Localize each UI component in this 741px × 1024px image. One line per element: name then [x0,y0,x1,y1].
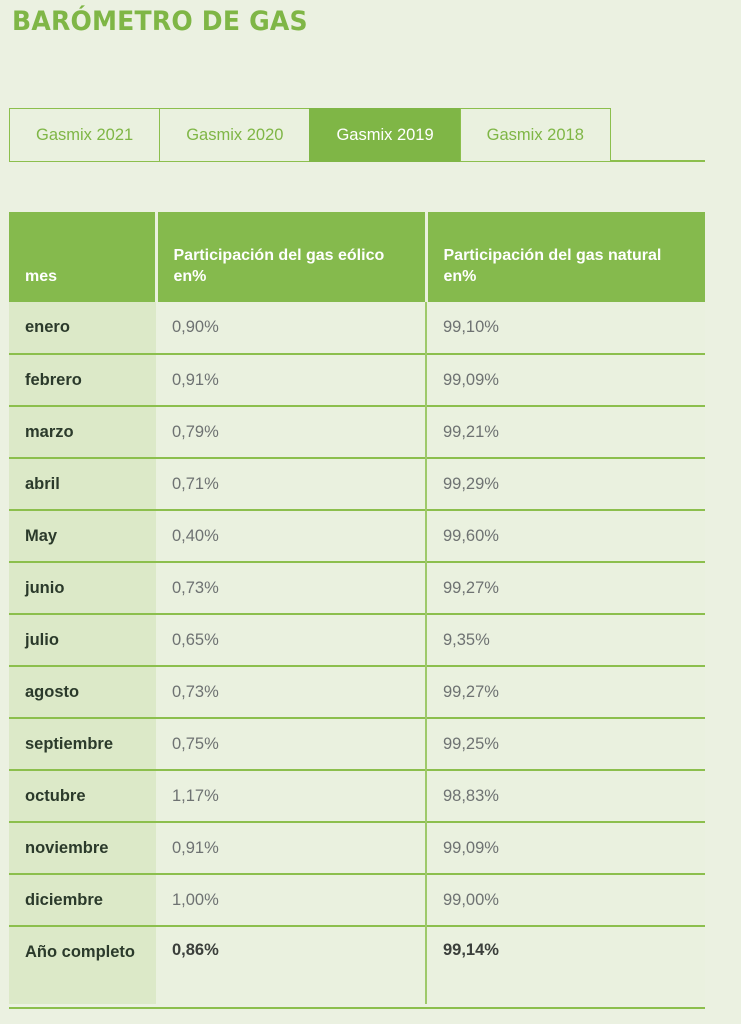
cell-wind-share: 0,65% [156,613,427,666]
cell-wind-share: 1,00% [156,873,427,926]
cell-wind-share: 0,71% [156,457,427,510]
cell-month: octubre [9,769,156,822]
tab-label: Gasmix 2020 [186,125,284,144]
cell-natural-share: 99,27% [426,665,705,718]
table-row: agosto 0,73% 99,27% [9,665,705,718]
table-header: mes Participación del gas eólico en% Par… [9,212,705,302]
cell-month: May [9,509,156,562]
tab-gasmix-2019[interactable]: Gasmix 2019 [309,108,460,162]
cell-month: marzo [9,405,156,458]
table-row: marzo 0,79% 99,21% [9,405,705,458]
cell-month: agosto [9,665,156,718]
cell-wind-share: 0,40% [156,509,427,562]
cell-wind-share: 1,17% [156,769,427,822]
cell-month: noviembre [9,821,156,874]
cell-wind-share: 0,79% [156,405,427,458]
gasmix-table: mes Participación del gas eólico en% Par… [9,212,705,1004]
tab-gasmix-2021[interactable]: Gasmix 2021 [9,108,160,162]
cell-wind-share: 0,90% [156,302,427,354]
table-row: julio 0,65% 9,35% [9,613,705,666]
tab-gasmix-2020[interactable]: Gasmix 2020 [159,108,310,162]
table-row: septiembre 0,75% 99,25% [9,717,705,770]
cell-natural-share: 9,35% [426,613,705,666]
tab-bar-underline [671,160,705,162]
table-body: enero 0,90% 99,10% febrero 0,91% 99,09% … [9,302,705,1004]
table-header-row: mes Participación del gas eólico en% Par… [9,212,705,302]
column-header-wind-share: Participación del gas eólico en% [156,212,428,302]
table-row: enero 0,90% 99,10% [9,302,705,354]
table-row-total: Año completo 0,86% 99,14% [9,925,705,1004]
cell-natural-share: 99,09% [426,821,705,874]
year-tab-bar: Gasmix 2021 Gasmix 2020 Gasmix 2019 Gasm… [9,108,671,162]
table-row: abril 0,71% 99,29% [9,457,705,510]
table-bottom-rule [9,1007,705,1009]
column-header-natural-share: Participación del gas natural en% [426,212,705,302]
table-row: May 0,40% 99,60% [9,509,705,562]
tab-label: Gasmix 2019 [336,125,434,144]
cell-wind-share: 0,91% [156,353,427,406]
table-row: diciembre 1,00% 99,00% [9,873,705,926]
cell-natural-share-total: 99,14% [426,925,705,1004]
table-row: febrero 0,91% 99,09% [9,353,705,406]
cell-month: enero [9,302,156,354]
cell-month-total: Año completo [9,925,156,1004]
cell-wind-share: 0,73% [156,561,427,614]
tab-label: Gasmix 2021 [36,125,134,144]
cell-month: septiembre [9,717,156,770]
table-row: octubre 1,17% 98,83% [9,769,705,822]
cell-month: abril [9,457,156,510]
column-header-month: mes [9,212,158,302]
cell-month: febrero [9,353,156,406]
cell-wind-share: 0,91% [156,821,427,874]
cell-natural-share: 99,29% [426,457,705,510]
tab-gasmix-2018[interactable]: Gasmix 2018 [459,108,611,162]
table-row: junio 0,73% 99,27% [9,561,705,614]
tab-label: Gasmix 2018 [486,125,584,144]
cell-natural-share: 98,83% [426,769,705,822]
cell-natural-share: 99,27% [426,561,705,614]
cell-natural-share: 99,00% [426,873,705,926]
cell-wind-share: 0,73% [156,665,427,718]
cell-wind-share-total: 0,86% [156,925,427,1004]
cell-month: julio [9,613,156,666]
cell-natural-share: 99,60% [426,509,705,562]
cell-wind-share: 0,75% [156,717,427,770]
page-title: BARÓMETRO DE GAS [12,6,308,37]
cell-month: junio [9,561,156,614]
cell-natural-share: 99,10% [426,302,705,354]
cell-natural-share: 99,25% [426,717,705,770]
cell-month: diciembre [9,873,156,926]
cell-natural-share: 99,09% [426,353,705,406]
table-row: noviembre 0,91% 99,09% [9,821,705,874]
cell-natural-share: 99,21% [426,405,705,458]
